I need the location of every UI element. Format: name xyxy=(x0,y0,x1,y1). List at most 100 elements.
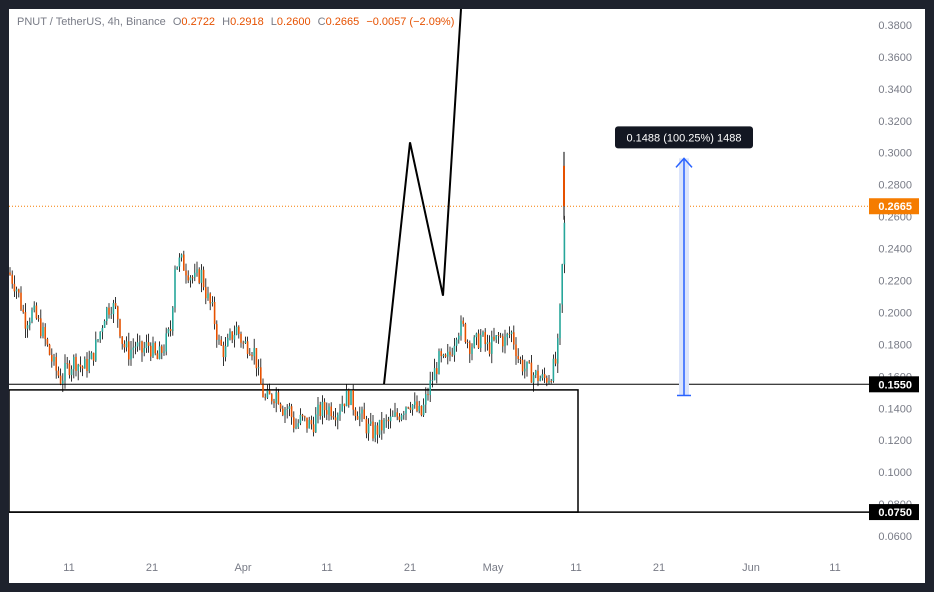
candle-body xyxy=(317,404,319,415)
candle-body xyxy=(262,384,264,398)
candle-body xyxy=(264,397,266,398)
price-chart[interactable]: 0.1488 (100.25%) 1488 0.06000.08000.1000… xyxy=(9,9,925,583)
candle-body xyxy=(90,352,93,360)
candle-body xyxy=(187,275,189,281)
candle-body xyxy=(216,324,218,340)
close-label: C xyxy=(317,16,326,28)
candle-body xyxy=(403,413,405,416)
candle-body xyxy=(447,351,449,357)
lower-badge-bg xyxy=(869,504,919,521)
lower-badge: 0.0750 xyxy=(878,507,912,519)
candle-body xyxy=(455,339,458,346)
candle-body xyxy=(372,421,374,439)
candle-body xyxy=(55,356,57,371)
candle-body xyxy=(9,272,11,275)
candle-body xyxy=(458,335,460,340)
candle-body xyxy=(169,329,172,332)
candle-body xyxy=(308,419,310,429)
candle-body xyxy=(301,414,304,417)
candle-body xyxy=(101,327,104,332)
candle-body xyxy=(136,342,139,347)
candle-body xyxy=(513,332,515,345)
candle-body xyxy=(361,409,363,414)
candle-body xyxy=(420,405,423,416)
x-tick-label: 11 xyxy=(321,562,332,574)
candle-body xyxy=(176,266,178,270)
candle-body xyxy=(48,344,51,355)
candle-body xyxy=(37,318,40,320)
candle-body xyxy=(117,306,119,320)
candle-body xyxy=(147,342,150,346)
candle-body xyxy=(374,425,376,439)
candle-body xyxy=(387,419,390,422)
candle-body xyxy=(312,424,315,433)
candle-body xyxy=(394,412,396,417)
candle-body xyxy=(79,364,82,367)
candle-body xyxy=(484,332,486,345)
candle-body xyxy=(473,337,475,348)
candle-body xyxy=(460,320,462,336)
candle-body xyxy=(348,390,350,405)
candle-body xyxy=(416,401,418,411)
candle-body xyxy=(334,417,337,421)
candle-body xyxy=(352,390,354,410)
candle-body xyxy=(163,351,165,353)
chart-frame[interactable]: 0.1488 (100.25%) 1488 0.06000.08000.1000… xyxy=(9,9,925,583)
candle-body xyxy=(546,377,548,383)
measure-arrow-icon xyxy=(675,157,693,168)
candle-body xyxy=(103,321,106,328)
candle-body xyxy=(145,342,148,349)
candle-body xyxy=(62,380,64,384)
candle-body xyxy=(411,404,414,410)
candle-body xyxy=(191,277,194,279)
candle-body xyxy=(343,403,346,407)
candle-body xyxy=(530,362,533,383)
candle-body xyxy=(46,339,49,345)
candle-body xyxy=(422,404,425,416)
candle-body xyxy=(462,320,464,324)
candle-body xyxy=(180,254,183,258)
candle-body xyxy=(244,341,247,344)
candle-body xyxy=(134,346,137,348)
candle-body xyxy=(121,336,123,344)
candle-body xyxy=(436,368,438,374)
candle-body xyxy=(26,325,29,329)
candle-body xyxy=(407,407,409,409)
candle-body xyxy=(288,406,291,410)
candle-body xyxy=(398,416,401,420)
high-value: 0.2918 xyxy=(230,16,264,28)
candle-body xyxy=(491,336,493,354)
x-tick-label: May xyxy=(483,562,504,574)
candle-body xyxy=(486,342,489,345)
x-tick-label: 11 xyxy=(63,562,74,574)
candle-body xyxy=(218,339,220,341)
candle-body xyxy=(414,401,416,405)
candle-body xyxy=(143,348,145,353)
candle-body xyxy=(110,314,112,315)
candle-body xyxy=(202,269,205,288)
candle-body xyxy=(310,419,313,425)
candle-body xyxy=(517,356,519,360)
candle-body xyxy=(172,307,174,332)
candle-body xyxy=(504,337,506,347)
candle-body xyxy=(363,409,365,420)
y-tick-label: 0.1000 xyxy=(878,467,912,479)
candle-body xyxy=(539,378,541,381)
candle-body xyxy=(227,337,229,346)
y-tick-label: 0.1400 xyxy=(878,403,912,415)
y-tick-label: 0.1800 xyxy=(878,339,912,351)
candle-body xyxy=(174,269,176,308)
support-badge: 0.1550 xyxy=(878,379,912,391)
candle-body xyxy=(365,419,368,434)
candle-body xyxy=(528,361,530,363)
candle-body xyxy=(106,307,108,322)
candle-body xyxy=(475,333,478,338)
candle-body xyxy=(231,331,233,340)
candle-body xyxy=(42,327,44,337)
candle-body xyxy=(238,326,240,334)
candle-body xyxy=(510,332,513,335)
candle-body xyxy=(508,334,511,335)
measure-label-bg xyxy=(615,126,753,149)
candle-body xyxy=(563,222,566,265)
candle-body xyxy=(268,390,271,395)
